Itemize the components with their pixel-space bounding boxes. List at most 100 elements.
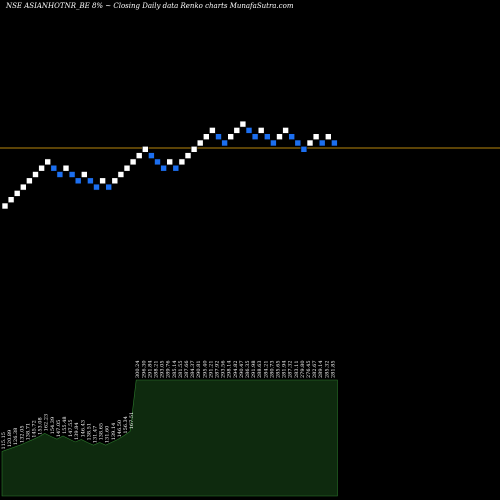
volume-value-label: 132.05 (19, 425, 25, 443)
renko-bricks (1, 120, 338, 210)
volume-value-label: 281.94 (282, 361, 288, 379)
volume-value-label: 287.66 (184, 361, 190, 379)
chart-title: NSE ASIANHOTNR_BE 8% ~ Closing Daily dat… (5, 2, 294, 10)
renko-brick-up (26, 177, 33, 185)
renko-brick-up (99, 177, 106, 185)
renko-brick-down (245, 127, 253, 134)
volume-value-label: 280.73 (269, 361, 275, 379)
renko-brick-up (32, 171, 39, 178)
volume-value-label: 147.55 (68, 419, 74, 437)
volume-value-label: 291.21 (208, 361, 214, 379)
renko-brick-down (93, 183, 100, 191)
volume-value-label: 288.21 (154, 361, 160, 379)
volume-value-label: 284.37 (190, 361, 196, 379)
volume-value-label: 276.45 (306, 361, 312, 379)
renko-brick-up (282, 127, 289, 134)
renko-brick-up (203, 133, 210, 140)
volume-value-label: 126.38 (13, 428, 19, 446)
renko-brick-up (196, 139, 204, 147)
volume-value-label: 285.14 (172, 361, 178, 379)
volume-value-label: 286.35 (245, 361, 251, 379)
volume-value-label: 145.72 (32, 420, 38, 438)
volume-value-label: 291.98 (251, 361, 257, 379)
renko-brick-down (263, 133, 271, 140)
volume-value-label: 285.32 (324, 361, 330, 379)
volume-panel: 115.15 120.89 126.38 132.05 138.71 145.72 153.… (1, 361, 338, 497)
volume-value-label: 283.11 (294, 361, 300, 379)
renko-brick-down (215, 133, 222, 140)
renko-brick-up (184, 152, 192, 159)
volume-value-label: 120.89 (7, 430, 13, 448)
renko-brick-up (306, 139, 314, 147)
renko-brick-down (318, 139, 326, 147)
renko-brick-up (312, 133, 320, 140)
renko-brick-down (50, 164, 58, 172)
renko-brick-up (190, 146, 198, 153)
renko-brick-up (324, 133, 332, 140)
volume-value-label: 279.80 (300, 361, 306, 379)
volume-value-label: 167.51 (129, 412, 135, 430)
renko-brick-up (123, 164, 131, 172)
volume-value-label: 290.81 (196, 361, 202, 379)
volume-value-label: 287.32 (288, 361, 294, 379)
renko-brick-up (81, 171, 88, 178)
volume-value-label: 293.05 (160, 361, 166, 379)
volume-value-label: 139.84 (74, 422, 80, 440)
renko-brick-down (172, 164, 180, 172)
volume-value-label: 153.08 (38, 417, 44, 435)
renko-brick-up (38, 164, 45, 172)
volume-value-label: 146.43 (80, 420, 86, 438)
volume-value-label: 138.65 (99, 423, 105, 441)
renko-brick-down (300, 146, 308, 153)
volume-value-label: 138.71 (25, 423, 31, 441)
volume-value-label: 131.60 (105, 426, 111, 444)
renko-brick-down (154, 158, 161, 166)
renko-brick-up (129, 158, 137, 166)
renko-brick-down (288, 133, 296, 140)
volume-value-label: 288.63 (257, 361, 263, 379)
renko-brick-down (160, 164, 167, 172)
volume-value-label: 282.67 (312, 361, 318, 379)
renko-brick-up (257, 127, 265, 134)
renko-brick-down (87, 177, 94, 185)
renko-brick-down (74, 177, 82, 185)
renko-brick-up (239, 120, 247, 128)
renko-brick-up (111, 177, 119, 185)
volume-value-label: 296.30 (141, 361, 147, 379)
renko-brick-up (7, 196, 15, 203)
volume-value-label: 294.82 (233, 361, 239, 379)
renko-brick-up (233, 127, 241, 134)
volume-value-label: 147.05 (56, 420, 62, 438)
volume-value-label: 287.92 (215, 361, 221, 379)
renko-brick-down (56, 171, 64, 178)
volume-value-label: 115.15 (1, 432, 7, 450)
volume-value-label: 289.14 (318, 361, 324, 379)
renko-brick-up (135, 152, 143, 159)
renko-brick-down (294, 139, 302, 147)
renko-brick-up (44, 158, 52, 166)
volume-value-label: 155.48 (62, 416, 68, 434)
volume-value-label: 281.55 (178, 361, 184, 379)
volume-value-label: 156.34 (123, 416, 129, 434)
renko-brick-up (142, 146, 149, 153)
volume-value-label: 284.21 (263, 361, 269, 379)
volume-value-label: 162.23 (44, 414, 50, 432)
renko-brick-up (178, 158, 186, 166)
renko-brick-down (105, 183, 112, 191)
renko-brick-up (19, 183, 27, 191)
renko-brick-up (117, 171, 125, 178)
renko-brick-up (276, 133, 283, 140)
renko-brick-up (209, 127, 216, 134)
volume-value-label: 291.84 (147, 361, 153, 379)
renko-brick-up (1, 202, 9, 210)
volume-value-label: 298.14 (227, 361, 233, 379)
renko-brick-down (251, 133, 259, 140)
volume-value-label: 139.14 (111, 423, 117, 441)
renko-brick-up (13, 190, 21, 197)
volume-value-label: 300.24 (135, 361, 141, 379)
renko-brick-down (331, 139, 338, 147)
renko-brick-down (270, 139, 277, 147)
renko-brick-down (221, 139, 228, 147)
renko-brick-down (148, 152, 155, 159)
